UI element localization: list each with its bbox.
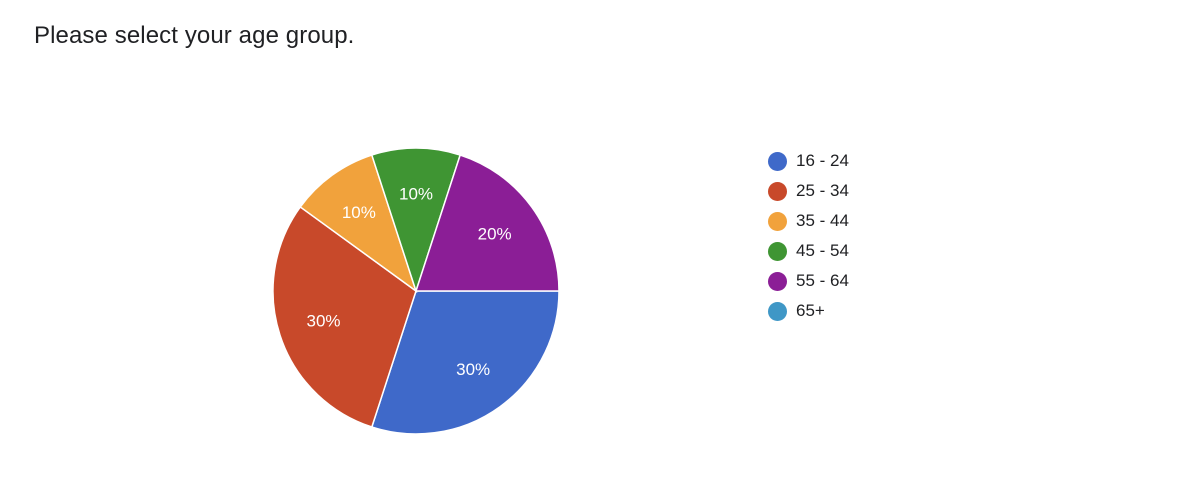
legend-item-65plus[interactable]: 65+ (768, 296, 849, 326)
pie-slice-25-34[interactable] (272, 205, 417, 428)
legend-swatch-45-54 (768, 241, 787, 261)
pie-slice-label-16-24: 30% (456, 360, 490, 379)
legend-label-65plus: 65+ (796, 301, 825, 320)
legend-swatch-16-24 (768, 151, 787, 171)
legend-label-45-54: 45 - 54 (796, 241, 849, 260)
pie-slice-label-35-44: 10% (342, 203, 376, 222)
pie-slice-45-54[interactable] (370, 147, 462, 294)
legend-swatch-35-44 (768, 211, 787, 231)
question-title: Please select your age group. (34, 22, 355, 49)
pie-slice-label-55-64: 20% (478, 224, 512, 243)
pie-slices (272, 147, 560, 435)
pie-slice-16-24[interactable] (370, 290, 560, 435)
legend-label-16-24: 16 - 24 (796, 151, 849, 170)
legend-item-55-64[interactable]: 55 - 64 (768, 266, 849, 296)
pie-slice-label-25-34: 30% (307, 312, 341, 331)
legend-item-45-54[interactable]: 45 - 54 (768, 236, 849, 266)
pie-slice-55-64[interactable] (414, 154, 560, 292)
pie-slice-labels: 30% 30% 10% 10% 20% (307, 184, 512, 379)
legend-item-16-24[interactable]: 16 - 24 (768, 146, 849, 176)
legend-item-25-34[interactable]: 25 - 34 (768, 176, 849, 206)
legend-swatch-25-34 (768, 181, 787, 201)
legend-label-55-64: 55 - 64 (796, 271, 849, 290)
legend-swatch-55-64 (768, 271, 787, 291)
chart-legend: 16 - 24 25 - 34 35 - 44 45 - 54 55 - 64 65+ (768, 146, 849, 326)
legend-label-35-44: 35 - 44 (796, 211, 849, 230)
legend-item-35-44[interactable]: 35 - 44 (768, 206, 849, 236)
pie-slice-label-45-54: 10% (399, 184, 433, 203)
legend-swatch-65plus (768, 301, 787, 321)
legend-label-25-34: 25 - 34 (796, 181, 849, 200)
pie-slice-35-44[interactable] (299, 154, 418, 293)
